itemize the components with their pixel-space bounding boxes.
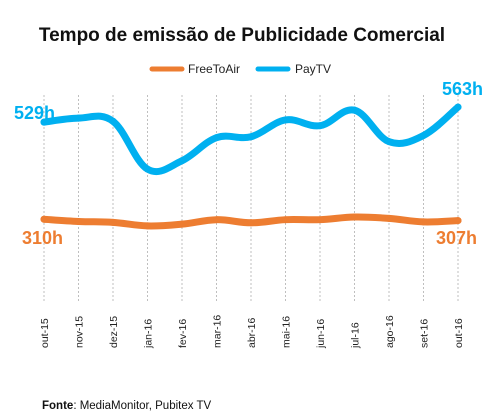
paytv-end-label: 563h [442, 79, 483, 99]
point-freetoair-set-16 [420, 218, 427, 226]
x-tick-label: fev-16 [177, 319, 189, 348]
paytv-start-label: 529h [14, 103, 55, 123]
gridlines [43, 95, 459, 302]
point-freetoair-mai-16 [282, 216, 289, 224]
x-tick-label: mar-16 [212, 315, 224, 348]
point-freetoair-fev-16 [178, 220, 186, 228]
legend: FreeToAir PayTV [149, 62, 331, 76]
source-note: Fonte: MediaMonitor, Pubitex TV [42, 400, 211, 412]
legend-label-freetoair: FreeToAir [188, 62, 240, 76]
x-tick-label: jun-16 [315, 319, 327, 349]
point-freetoair-ago-16 [385, 214, 393, 222]
x-tick-label: jul-16 [350, 322, 362, 349]
x-axis-ticks: out-15 nov-15 dez-15 jan-16 fev-16 mar-16 abr-… [39, 315, 465, 349]
point-paytv-nov-15 [75, 114, 82, 122]
point-freetoair-out-15 [40, 215, 48, 223]
point-paytv-ago-16 [385, 138, 393, 146]
chart-title: Tempo de emissão de Publicidade Comercia… [39, 25, 445, 46]
point-freetoair-jul-16 [351, 213, 358, 221]
point-paytv-mai-16 [282, 116, 289, 124]
source-label: Fonte [42, 400, 73, 412]
x-tick-label: out-15 [39, 318, 51, 348]
point-freetoair-jan-16 [144, 222, 151, 230]
point-freetoair-dez-15 [109, 218, 117, 226]
legend-label-paytv: PayTV [295, 62, 331, 76]
x-tick-label: jan-16 [143, 319, 155, 349]
x-tick-label: mai-16 [281, 316, 293, 348]
x-tick-label: abr-16 [246, 317, 258, 348]
point-freetoair-out-16 [454, 217, 462, 225]
x-tick-label: nov-15 [74, 316, 86, 348]
source-text: : MediaMonitor, Pubitex TV [73, 400, 211, 412]
point-paytv-set-16 [420, 131, 427, 139]
point-paytv-jan-16 [144, 165, 151, 173]
freetoair-end-label: 307h [436, 228, 477, 248]
x-tick-label: set-16 [419, 319, 431, 348]
point-paytv-mar-16 [213, 134, 220, 142]
x-tick-label: ago-16 [384, 315, 396, 348]
point-paytv-fev-16 [178, 157, 186, 165]
point-paytv-abr-16 [247, 133, 255, 141]
point-freetoair-mar-16 [213, 216, 220, 224]
x-tick-label: dez-15 [108, 316, 120, 348]
point-paytv-out-16 [454, 103, 462, 111]
point-paytv-jun-16 [316, 122, 324, 130]
x-tick-label: out-16 [453, 318, 465, 348]
point-freetoair-jun-16 [316, 216, 324, 224]
point-freetoair-abr-16 [247, 219, 255, 227]
point-paytv-out-15 [40, 118, 48, 126]
series-lines [40, 103, 462, 230]
point-paytv-jul-16 [351, 106, 358, 114]
point-paytv-dez-15 [109, 117, 117, 125]
point-freetoair-nov-15 [75, 217, 82, 225]
freetoair-start-label: 310h [22, 228, 63, 248]
